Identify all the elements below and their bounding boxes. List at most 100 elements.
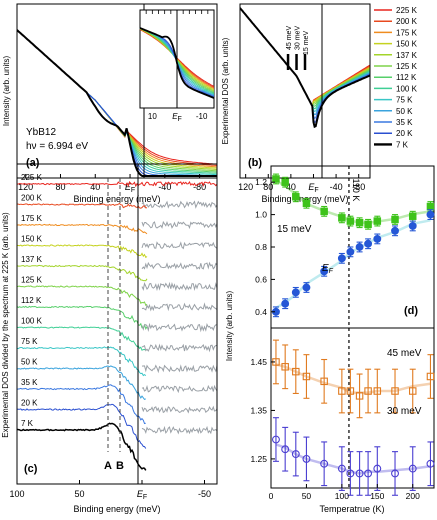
panel-b-xlabel: Binding energy (meV) xyxy=(261,194,348,204)
panel-d-30mev-point-0 xyxy=(272,435,280,444)
panel-c-curve-7K xyxy=(17,422,147,471)
panel-c-curve-75K xyxy=(17,346,147,377)
panel-b-legend-label-5: 125 K xyxy=(396,62,418,71)
panel-b-legend-label-6: 112 K xyxy=(396,73,417,82)
panel-d-series-ef: EF xyxy=(322,263,334,275)
panel-c-series-label-5: 125 K xyxy=(21,276,43,285)
panel-d-30mev-point-7 xyxy=(355,469,364,478)
panel-d-30mev-point-10 xyxy=(391,469,399,478)
panel-d-ef-point-6 xyxy=(346,247,355,256)
panel-d-xtick-4: 200 xyxy=(406,491,420,501)
panel-d-30mev-point-4 xyxy=(320,459,329,468)
panel-b-legend-label-0: 225 K xyxy=(396,6,418,15)
panel-b-legend-label-7: 100 K xyxy=(396,84,418,93)
panel-d-30mev-point-11 xyxy=(408,464,417,473)
panel-b-xtick-4: -40 xyxy=(330,182,343,192)
panel-d-ef-point-2 xyxy=(291,288,300,297)
panel-d-bottom-ytick-2: 1.45 xyxy=(250,357,267,367)
panel-a-inset-xtick-0: 10 xyxy=(148,112,157,121)
panel-c-curve-112K xyxy=(17,305,148,331)
panel-b-legend-label-12: 7 K xyxy=(396,140,409,149)
panel-d-ef-point-7 xyxy=(355,243,364,251)
panel-b-legend-label-9: 50 K xyxy=(396,107,413,116)
panel-c-xtick-1: 50 xyxy=(74,489,84,499)
panel-c-series-label-12: 7 K xyxy=(21,419,34,428)
panel-d-45mev-point-2 xyxy=(292,367,300,376)
panel-d-ef-point-8 xyxy=(364,239,373,248)
panel-c-curve-150K xyxy=(17,244,148,259)
panel-b-legend-label-10: 35 K xyxy=(396,118,413,127)
panel-c-series-label-7: 100 K xyxy=(21,317,43,326)
panel-d-30mev-point-12 xyxy=(426,459,435,468)
panel-c-xtick-3: -50 xyxy=(198,489,211,499)
panel-a-xlabel: Binding energy (meV) xyxy=(73,194,160,204)
panel-c-curve-125K xyxy=(17,285,148,307)
panel-d-15mev-point-9 xyxy=(373,217,382,225)
panel-c-series-label-11: 20 K xyxy=(21,399,38,408)
panel-d-series-30mev: 30 meV xyxy=(387,406,422,417)
panel-d-15mev-point-7 xyxy=(355,218,364,227)
panel-b-xtick-3: EF xyxy=(308,182,318,194)
panel-c-label: (c) xyxy=(24,463,38,475)
panel-c-series-label-6: 112 K xyxy=(21,296,42,305)
panel-c-series-label-2: 175 K xyxy=(21,214,43,223)
panel-c-curve-200K xyxy=(17,202,148,209)
panel-d-top-ytick-1: 0.6 xyxy=(255,274,267,284)
panel-b-label: (b) xyxy=(248,157,262,169)
panel-d-45mev-point-1 xyxy=(281,363,289,371)
panel-d-45mev-point-7 xyxy=(355,392,364,400)
panel-d-15mev-point-2 xyxy=(292,193,300,201)
panel-c-curve-175K xyxy=(17,223,148,235)
panel-d: 110 K 0 50 100 150 200 0.4 0.6 0.8 1.0 1.2 1.25 1.3… xyxy=(225,165,435,514)
panel-a-annotation-material: YbB12 xyxy=(26,127,56,138)
panel-d-45mev-point-11 xyxy=(408,387,417,395)
panel-c: A B 100 50 EF -50 225 K 200 K 175 K 150 K 137 K… xyxy=(1,163,218,514)
panel-c-curve-50K xyxy=(17,365,147,401)
panel-d-15mev-point-8 xyxy=(364,220,372,229)
panel-b-xtick-2: 40 xyxy=(286,182,296,192)
panel-d-15mev-point-1 xyxy=(281,178,289,186)
panel-a-inset-xtick-2: -10 xyxy=(196,112,208,121)
panel-d-vline-label: 110 K xyxy=(351,179,361,202)
panel-d-45mev-point-8 xyxy=(364,387,372,395)
panel-a-inset-xtick-1: EF xyxy=(172,112,182,123)
panel-b-marker-0: 45 meV xyxy=(286,26,293,50)
panel-a-xtick-0: 120 xyxy=(18,182,33,192)
panel-d-top-ytick-0: 0.4 xyxy=(255,307,267,317)
panel-d-xtick-2: 100 xyxy=(335,491,349,501)
panel-c-curve-137K xyxy=(17,264,148,282)
panel-b-legend-label-11: 20 K xyxy=(396,129,413,138)
panel-b-legend-label-8: 75 K xyxy=(396,96,413,105)
panel-d-ef-point-5 xyxy=(337,254,346,263)
panel-d-xtick-3: 150 xyxy=(370,491,384,501)
panel-d-15mev-point-12 xyxy=(426,202,435,211)
panel-c-xlabel: Binding energy (meV) xyxy=(73,504,160,514)
panel-d-45mev-point-9 xyxy=(373,387,382,395)
panel-d-bottom-ytick-0: 1.25 xyxy=(250,454,267,464)
panel-d-30mev-point-8 xyxy=(364,469,373,478)
panel-c-curve-20K xyxy=(17,403,147,449)
panel-d-15mev-point-6 xyxy=(346,217,355,225)
panel-b-xtick-0: 120 xyxy=(238,182,253,192)
panel-b-legend-label-4: 137 K xyxy=(396,51,418,60)
panel-d-30mev-point-9 xyxy=(373,464,382,473)
panel-d-ef-point-10 xyxy=(391,226,399,235)
panel-d-45mev-point-12 xyxy=(426,372,435,381)
panel-d-45mev-point-10 xyxy=(391,387,399,395)
panel-b: 120 80 40 EF -40 -80 45 meV 30 meV 15 meV (b) B… xyxy=(221,3,418,204)
panel-c-series-label-0: 225 K xyxy=(21,173,43,182)
panel-c-series-label-4: 137 K xyxy=(21,255,43,264)
panel-d-ylabel: Intensity (arb. units) xyxy=(225,291,234,362)
panel-a-ylabel: Intensity (arb. units) xyxy=(2,56,11,127)
panel-d-15mev-point-10 xyxy=(391,215,399,224)
panel-d-30mev-point-6 xyxy=(346,469,355,478)
panel-a-inset: 10 EF -10 xyxy=(139,9,215,123)
panel-d-ef-point-4 xyxy=(320,267,329,276)
panel-b-legend-label-3: 150 K xyxy=(396,40,418,49)
panel-d-15mev-point-11 xyxy=(408,212,417,220)
panel-a-annotation-photon: hν = 6.994 eV xyxy=(26,141,88,152)
panel-c-ylabel: Experimental DOS divided by the spectrum… xyxy=(1,212,10,438)
panel-d-15mev-point-0 xyxy=(272,175,280,183)
panel-d-15mev-point-3 xyxy=(302,199,311,208)
